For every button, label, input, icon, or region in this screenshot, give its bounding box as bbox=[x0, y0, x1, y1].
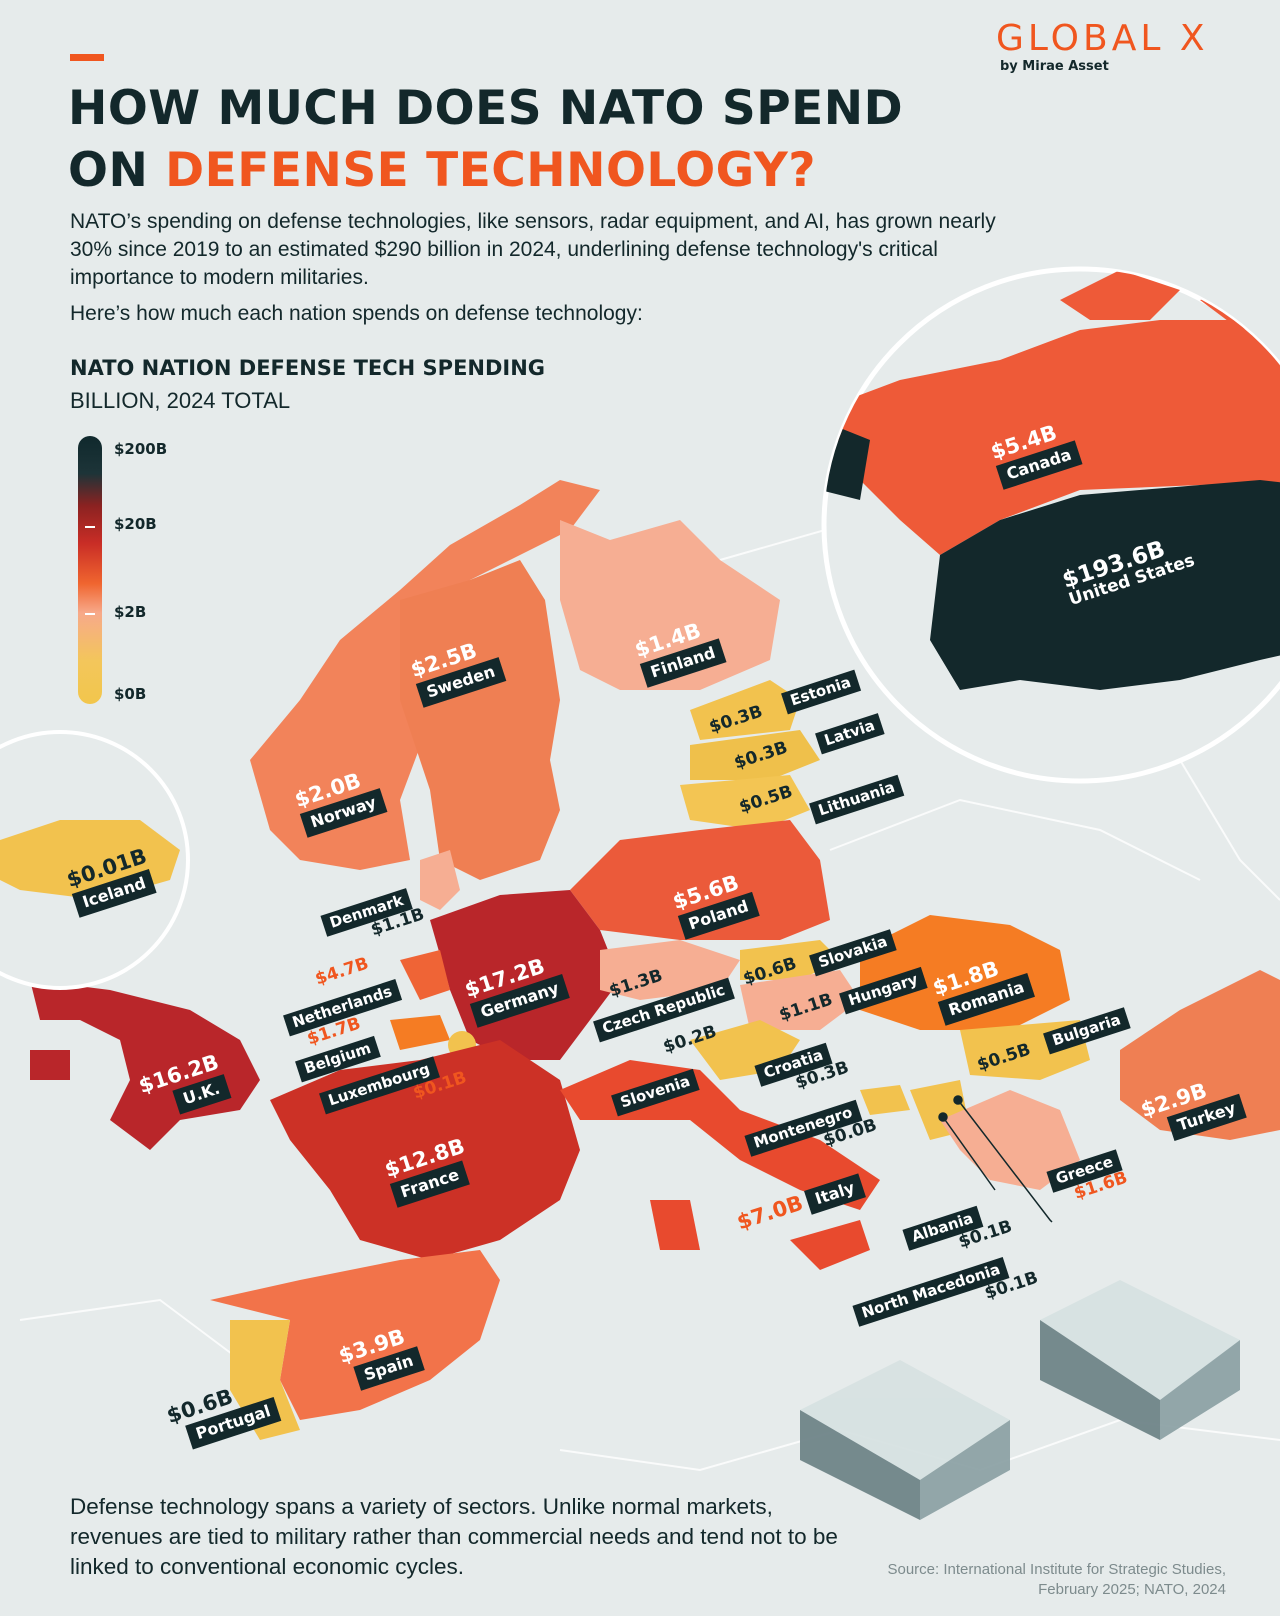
scale-label-0: $0B bbox=[114, 685, 147, 703]
montenegro-shape bbox=[860, 1085, 910, 1115]
footer-text: Defense technology spans a variety of se… bbox=[70, 1494, 838, 1579]
poland-shape bbox=[570, 820, 830, 940]
ireland-shape bbox=[30, 1050, 70, 1080]
netherlands-shape bbox=[400, 950, 450, 1000]
scale-label-max: $200B bbox=[114, 440, 168, 458]
north-america-inset bbox=[821, 266, 1280, 784]
title-highlight: DEFENSE TECHNOLOGY? bbox=[165, 143, 816, 198]
spain-shape bbox=[210, 1250, 500, 1420]
sardinia-shape bbox=[650, 1200, 700, 1250]
scale-label-20: $20B bbox=[114, 515, 157, 533]
hungary-shape bbox=[740, 970, 860, 1030]
source-note: Source: International Institute for Stra… bbox=[887, 1561, 1226, 1598]
legend-title: NATO NATION DEFENSE TECH SPENDING bbox=[70, 356, 546, 380]
us-shape bbox=[930, 480, 1280, 690]
estonia-shape bbox=[690, 680, 800, 740]
belgium-shape bbox=[390, 1015, 450, 1050]
denmark-shape bbox=[420, 850, 460, 910]
tent-illustration bbox=[800, 1280, 1240, 1520]
accent-bar bbox=[70, 54, 104, 61]
intro-text-2: Here’s how much each nation spends on de… bbox=[70, 302, 643, 325]
finland-shape bbox=[560, 520, 780, 690]
sweden-shape bbox=[400, 560, 560, 880]
canada-shape bbox=[824, 320, 1280, 555]
color-scale-bar bbox=[78, 436, 102, 704]
latvia-shape bbox=[690, 730, 820, 780]
norway-shape bbox=[250, 480, 600, 870]
scale-tick bbox=[85, 526, 95, 528]
intro-text: NATO’s spending on defense technologies,… bbox=[70, 210, 996, 289]
legend-subtitle: BILLION, 2024 TOTAL bbox=[70, 388, 291, 413]
page-title: HOW MUCH DOES NATO SPEND ON DEFENSE TECH… bbox=[68, 81, 904, 198]
scale-tick bbox=[85, 613, 95, 615]
global-x-logo: GLOBAL X bbox=[996, 18, 1209, 59]
greece-shape bbox=[940, 1090, 1080, 1190]
sicily-shape bbox=[790, 1220, 870, 1270]
logo-subtitle: by Mirae Asset bbox=[1000, 59, 1109, 74]
scale-label-2: $2B bbox=[114, 603, 147, 621]
uk-shape bbox=[30, 980, 260, 1150]
lithuania-shape bbox=[680, 775, 810, 830]
